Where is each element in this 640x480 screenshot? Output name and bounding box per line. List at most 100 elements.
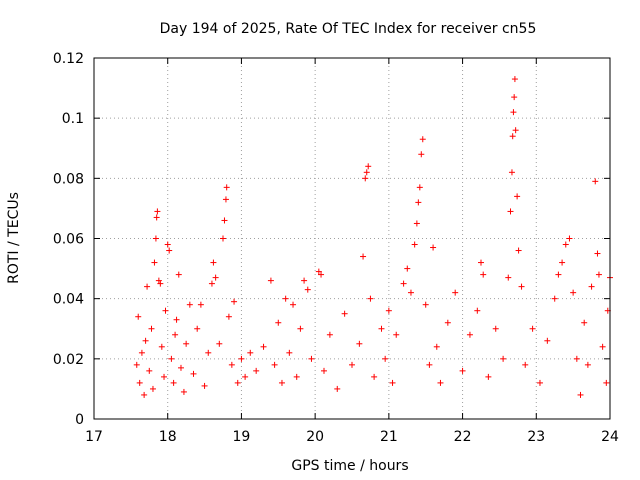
data-point [459,367,466,374]
data-point [356,340,363,347]
data-point [260,343,267,350]
data-point [514,193,521,200]
data-point [485,373,492,380]
data-point [411,241,418,248]
data-point [153,214,160,221]
data-point [201,382,208,389]
data-point [505,274,512,281]
data-point [190,370,197,377]
x-axis-label: GPS time / hours [291,458,408,474]
data-point [599,343,606,350]
data-point [141,391,148,398]
data-point [234,379,241,386]
data-point [177,364,184,371]
data-point [562,241,569,248]
data-point [492,325,499,332]
data-point [581,319,588,326]
data-point [144,283,151,290]
data-point [466,331,473,338]
data-point [500,355,507,362]
data-point [518,283,525,290]
data-point [444,319,451,326]
data-point [194,325,201,332]
data-point [511,76,518,83]
data-point [315,268,322,275]
data-point [135,313,142,320]
data-point [158,343,165,350]
data-point [509,133,516,140]
data-point [573,355,580,362]
y-tick-label: 0.1 [62,111,84,127]
y-tick-label: 0.06 [53,232,84,248]
x-tick-label: 24 [601,429,619,445]
data-point [164,241,171,248]
data-point [247,349,254,356]
data-point [511,94,518,101]
data-point [172,331,179,338]
data-point [290,301,297,308]
data-point [529,325,536,332]
data-point [136,379,143,386]
data-point [415,199,422,206]
data-point [478,259,484,266]
data-point [301,277,308,284]
data-point [592,178,599,185]
data-point [186,301,193,308]
plot-frame [93,57,611,420]
data-point [544,337,551,344]
data-point [400,280,407,287]
data-point [341,310,348,317]
data-point [349,361,355,368]
x-tick-label: 20 [306,429,324,445]
data-point [205,349,212,356]
y-tick-label: 0.02 [53,352,84,368]
data-point [419,136,426,143]
data-point [594,250,601,257]
data-point [363,169,370,176]
data-point [151,259,158,266]
data-point [308,355,315,362]
x-tick-label: 19 [233,429,251,445]
data-point [555,271,562,278]
data-point [157,280,164,287]
data-point [161,373,168,380]
data-point [389,379,396,386]
data-point [223,184,230,191]
data-point [367,295,374,302]
data-point [382,355,389,362]
data-point [577,391,584,398]
data-point [320,367,327,374]
data-point [168,355,175,362]
x-tick-label: 22 [454,429,472,445]
data-point [362,175,369,182]
data-point [433,343,440,350]
data-point [522,361,529,368]
data-point [222,196,229,203]
data-point [365,163,372,170]
data-point [175,271,182,278]
data-point [133,361,140,368]
data-point [297,325,304,332]
y-tick-label: 0.12 [53,51,84,67]
data-point [515,247,522,254]
data-point [304,286,311,293]
data-point [154,208,161,215]
data-point [570,289,577,296]
data-point [138,349,145,356]
data-point [231,298,238,305]
data-point [371,373,378,380]
data-point [162,307,169,314]
data-point [212,274,219,281]
data-point [155,277,162,284]
data-point [238,355,245,362]
data-point [221,217,228,224]
data-point [452,289,459,296]
data-point [293,373,300,380]
data-point [393,331,400,338]
data-point [146,367,153,374]
data-point [318,271,325,278]
axis-ticks: 0 0.02 0.04 0.06 0.08 0.1 0.12 17 18 19 20 21 22 23 24 [53,51,619,445]
data-point [426,361,433,368]
data-point [142,337,149,344]
